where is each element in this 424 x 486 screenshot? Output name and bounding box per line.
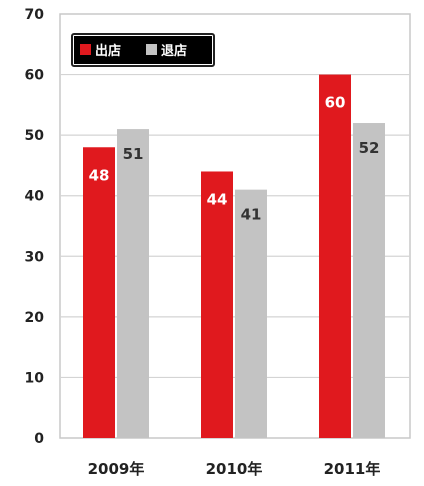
x-category-label: 2009年 xyxy=(88,460,145,478)
data-label: 51 xyxy=(123,145,144,163)
data-label: 41 xyxy=(241,206,262,224)
bar-close-2011年 xyxy=(353,123,385,439)
bar-close-2009年 xyxy=(117,129,149,439)
bar-open-2009年 xyxy=(83,147,115,438)
bar-open-2011年 xyxy=(319,74,351,439)
x-category-label: 2011年 xyxy=(324,460,381,478)
data-label: 48 xyxy=(89,166,110,184)
y-tick-label: 40 xyxy=(25,189,45,205)
y-tick-label: 20 xyxy=(25,310,45,326)
y-tick-label: 10 xyxy=(25,370,45,386)
legend: 出店 退店 xyxy=(71,33,215,67)
x-category-label: 2010年 xyxy=(206,460,263,478)
x-axis-labels: 2009年 2010年 2011年 xyxy=(88,460,381,478)
bars xyxy=(83,74,385,439)
legend-background xyxy=(74,36,212,64)
data-label: 52 xyxy=(359,139,380,157)
bar-close-2010年 xyxy=(235,189,267,438)
bar-open-2010年 xyxy=(201,171,233,438)
y-tick-label: 70 xyxy=(25,7,45,23)
y-axis-ticks: 0 10 20 30 40 50 60 70 xyxy=(25,7,45,447)
y-tick-label: 60 xyxy=(25,68,45,84)
data-label: 60 xyxy=(325,94,346,112)
y-tick-label: 30 xyxy=(25,249,45,265)
y-tick-label: 0 xyxy=(34,431,44,447)
legend-label: 退店 xyxy=(161,43,187,59)
legend-swatch xyxy=(80,44,91,55)
data-labels: 48 51 44 41 60 52 xyxy=(89,94,380,224)
legend-swatch xyxy=(146,44,157,55)
data-label: 44 xyxy=(207,190,228,208)
legend-label: 出店 xyxy=(95,43,121,59)
y-tick-label: 50 xyxy=(25,128,45,144)
